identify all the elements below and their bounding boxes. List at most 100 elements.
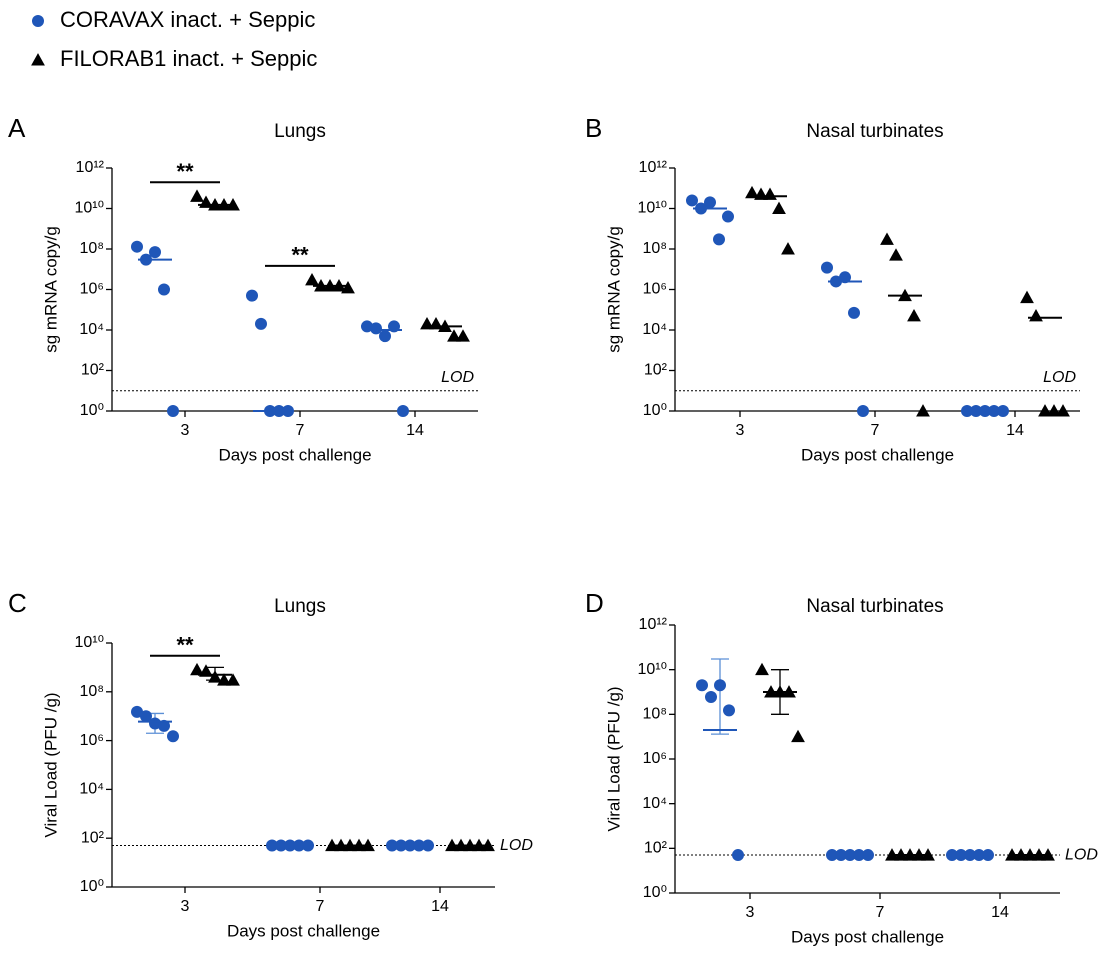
y-tick-label: 10¹⁰ xyxy=(637,661,667,678)
circle-point xyxy=(857,405,869,417)
triangle-point xyxy=(481,838,495,852)
circle-point xyxy=(696,679,708,692)
triangle-point xyxy=(190,662,204,676)
circle-point xyxy=(167,730,179,743)
circle-point xyxy=(140,710,152,723)
triangle-point xyxy=(445,838,459,852)
triangle-point xyxy=(1005,848,1019,861)
circle-point xyxy=(282,405,294,417)
triangle-point xyxy=(199,664,213,677)
lod-label: LOD xyxy=(500,837,533,854)
triangle-point xyxy=(190,189,204,202)
y-axis-label: sg mRNA copy/g xyxy=(604,226,623,353)
y-tick-label: 10⁴ xyxy=(642,321,667,338)
x-tick-label: 3 xyxy=(746,904,755,921)
significance-label: ** xyxy=(176,159,194,184)
circle-point xyxy=(379,330,391,343)
significance-label: ** xyxy=(291,243,309,268)
circle-point xyxy=(982,849,994,862)
y-tick-label: 10⁰ xyxy=(643,402,667,419)
lod-label: LOD xyxy=(1065,846,1098,863)
triangle-point xyxy=(226,198,240,211)
panel-letter: D xyxy=(585,588,604,618)
circle-point xyxy=(255,317,267,330)
circle-point xyxy=(32,15,44,27)
x-tick-label: 7 xyxy=(296,422,305,439)
chart-title: Nasal turbinates xyxy=(806,121,943,142)
y-tick-label: 10⁶ xyxy=(643,281,667,298)
triangle-point xyxy=(456,329,470,342)
x-tick-label: 3 xyxy=(181,898,190,915)
circle-point xyxy=(848,306,860,319)
significance-label: ** xyxy=(176,633,194,658)
triangle-point xyxy=(325,838,339,852)
circle-point xyxy=(149,717,161,730)
y-axis-label: Viral Load (PFU /g) xyxy=(604,686,623,831)
y-tick-label: 10¹⁰ xyxy=(74,634,104,651)
triangle-point xyxy=(1029,308,1043,322)
circle-point xyxy=(158,719,170,732)
circle-point xyxy=(961,405,973,417)
triangle-point xyxy=(781,242,795,255)
x-tick-label: 14 xyxy=(406,422,424,439)
y-tick-label: 10² xyxy=(81,362,105,379)
triangle-point xyxy=(305,272,319,286)
circle-point xyxy=(266,839,278,852)
x-tick-label: 7 xyxy=(316,898,325,915)
circle-point xyxy=(714,679,726,692)
triangle-point xyxy=(916,404,930,417)
circle-point xyxy=(386,839,398,852)
y-tick-label: 10² xyxy=(81,829,105,846)
y-tick-label: 10⁶ xyxy=(80,732,104,749)
triangle-point xyxy=(1020,290,1034,304)
chart-title: Lungs xyxy=(274,121,326,142)
circle-point xyxy=(302,839,314,852)
lod-label: LOD xyxy=(1043,369,1076,386)
x-axis-label: Days post challenge xyxy=(801,445,954,464)
y-tick-label: 10¹² xyxy=(639,616,668,633)
triangle-point xyxy=(745,185,759,199)
circle-point xyxy=(826,849,838,862)
y-tick-label: 10⁸ xyxy=(79,240,104,257)
triangle-point xyxy=(1041,848,1055,861)
x-axis-label: Days post challenge xyxy=(227,921,380,940)
y-tick-label: 10⁴ xyxy=(642,795,667,812)
circle-point xyxy=(246,289,258,302)
triangle-point xyxy=(772,201,786,215)
y-tick-label: 10⁸ xyxy=(79,683,104,700)
triangle-point xyxy=(885,848,899,861)
y-tick-label: 10⁴ xyxy=(79,321,104,338)
triangle-point xyxy=(921,848,935,861)
y-tick-label: 10⁶ xyxy=(80,281,104,298)
triangle-point xyxy=(880,232,894,245)
y-tick-label: 10¹² xyxy=(76,159,105,176)
x-tick-label: 7 xyxy=(871,422,880,439)
triangle-point xyxy=(1056,404,1070,417)
x-axis-label: Days post challenge xyxy=(791,927,944,946)
circle-point xyxy=(997,405,1009,417)
chart-title: Nasal turbinates xyxy=(806,596,943,617)
triangle-point xyxy=(889,248,903,261)
circle-point xyxy=(686,194,698,207)
circle-point xyxy=(722,210,734,223)
circle-point xyxy=(821,261,833,274)
circle-point xyxy=(370,322,382,335)
circle-point xyxy=(422,839,434,852)
circle-point xyxy=(167,405,179,417)
y-tick-label: 10² xyxy=(644,840,668,857)
legend-label: FILORAB1 inact. + Seppic xyxy=(60,46,317,71)
triangle-point xyxy=(341,280,355,294)
x-tick-label: 14 xyxy=(431,898,449,915)
panel-letter: B xyxy=(585,113,602,143)
circle-point xyxy=(732,849,744,862)
triangle-point xyxy=(763,187,777,200)
triangle-point xyxy=(447,329,461,342)
x-tick-label: 3 xyxy=(736,422,745,439)
circle-point xyxy=(862,849,874,862)
triangle-point xyxy=(755,662,769,676)
y-axis-label: Viral Load (PFU /g) xyxy=(41,692,60,837)
triangle-point xyxy=(226,673,240,686)
circle-point xyxy=(397,405,409,417)
x-tick-label: 3 xyxy=(181,422,190,439)
